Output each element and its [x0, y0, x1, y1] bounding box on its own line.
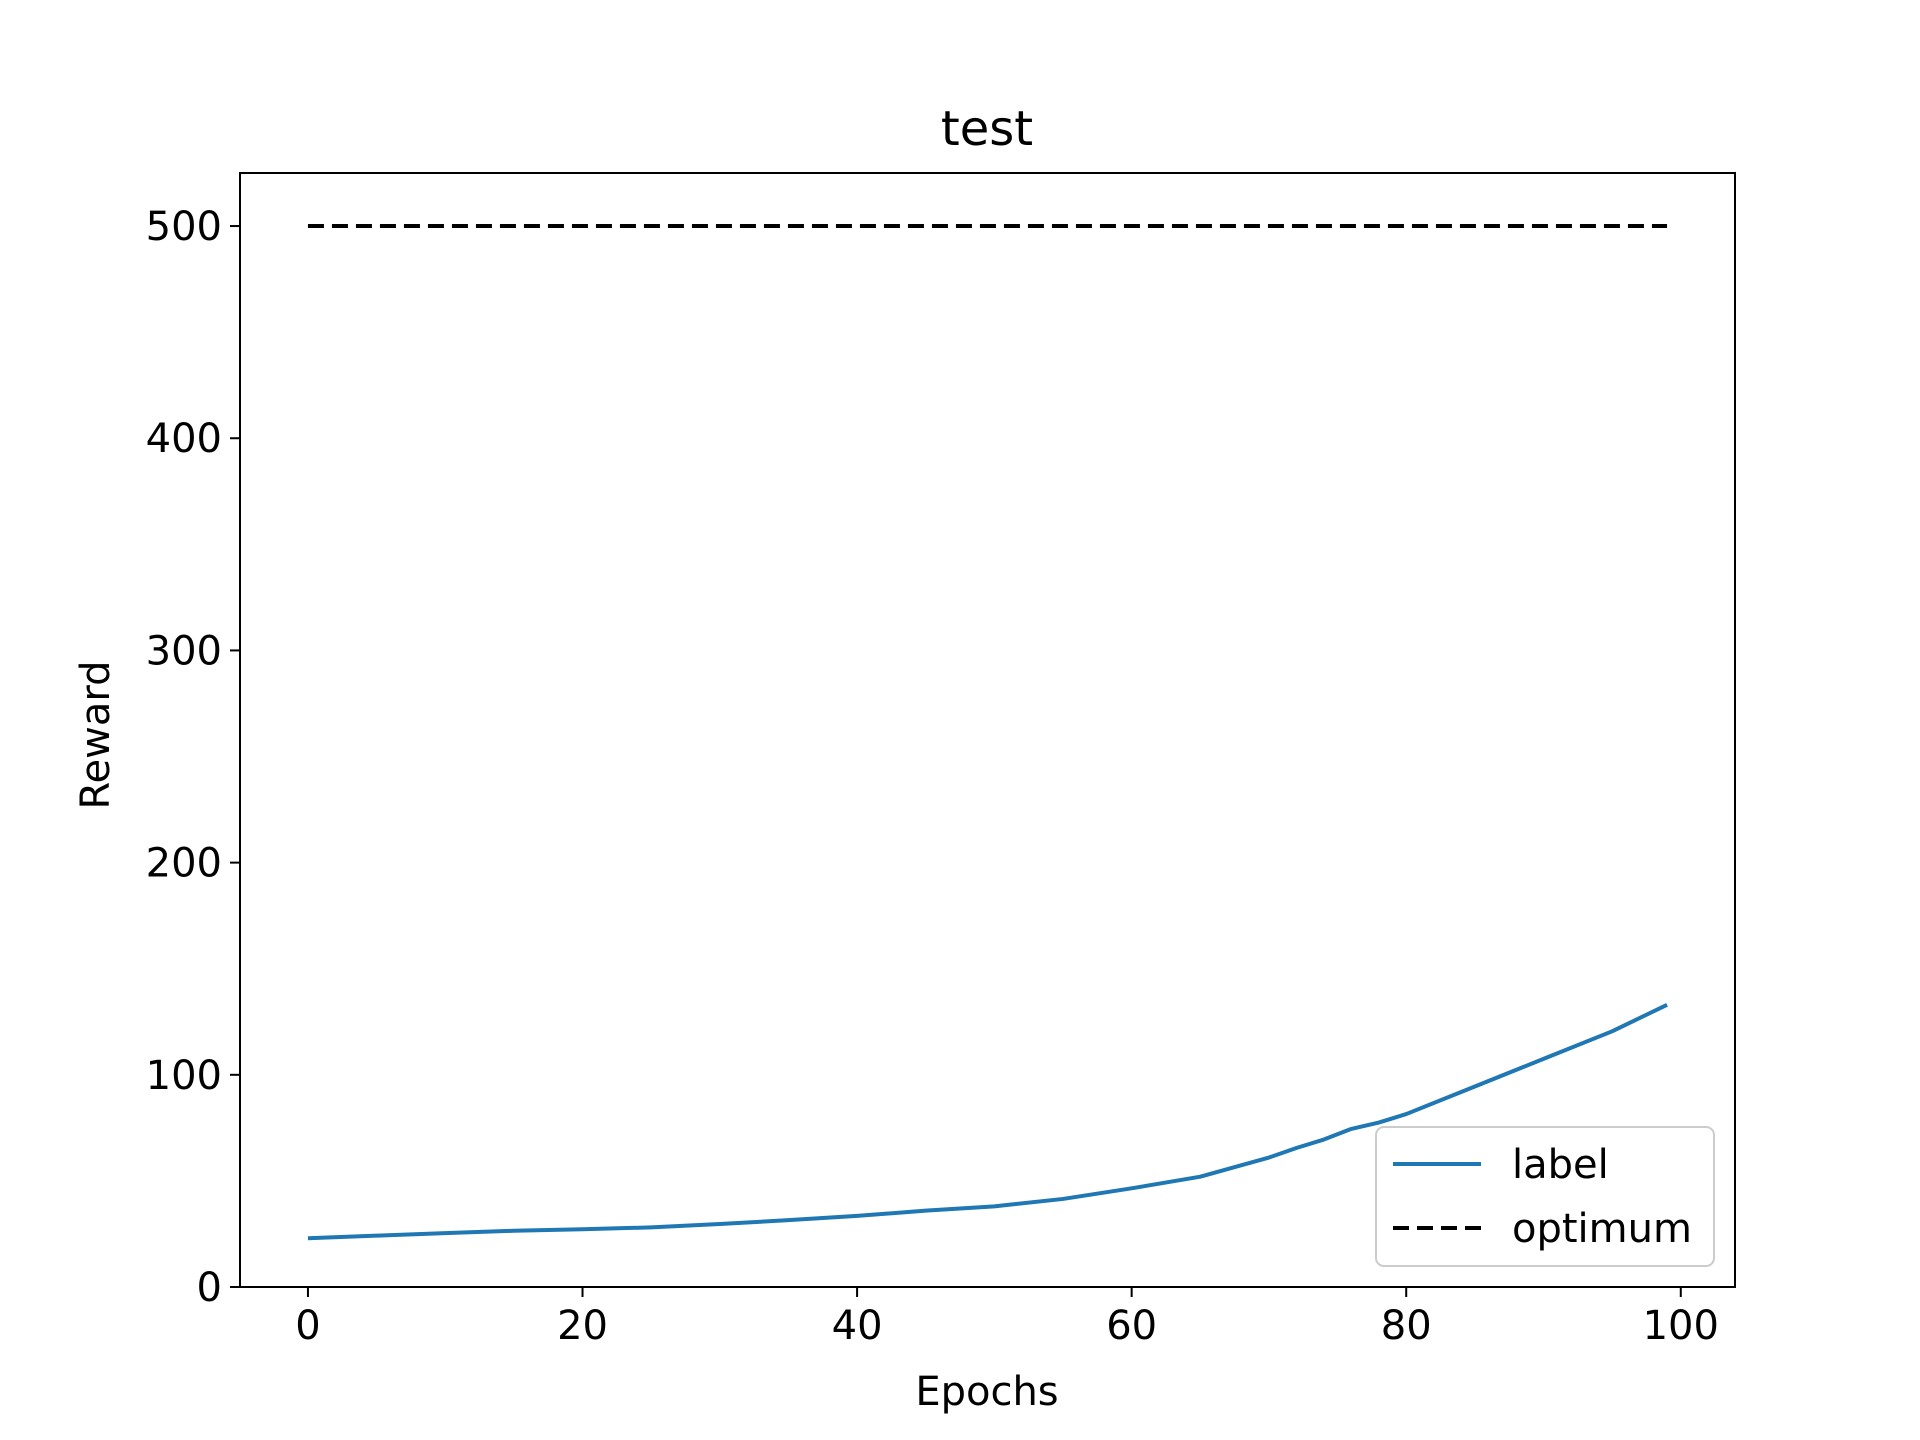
- chart-title: test: [941, 101, 1033, 157]
- x-tick-label: 40: [832, 1303, 883, 1349]
- plot-frame: [239, 172, 1736, 1288]
- legend: label optimum: [1375, 1126, 1715, 1267]
- y-tick-label: 0: [197, 1265, 222, 1311]
- x-axis-title: Epochs: [915, 1369, 1058, 1415]
- x-axis: 0 20 40 60 80 100: [295, 1287, 1719, 1349]
- plot-area: [240, 173, 1735, 1287]
- x-tick-label: 80: [1381, 1303, 1432, 1349]
- legend-optimum-text: optimum: [1512, 1206, 1692, 1252]
- x-tick-label: 0: [295, 1303, 320, 1349]
- legend-label-text: label: [1512, 1142, 1609, 1188]
- legend-box: [1375, 1126, 1715, 1267]
- x-tick-label: 100: [1643, 1303, 1719, 1349]
- y-axis: 0 100 200 300 400 500: [146, 204, 240, 1311]
- y-tick-label: 400: [146, 416, 222, 462]
- y-axis-title: Reward: [73, 661, 119, 810]
- series-line-label: [307, 1002, 1668, 1241]
- y-tick-label: 200: [146, 841, 222, 887]
- y-tick-label: 300: [146, 628, 222, 674]
- y-tick-label: 100: [146, 1053, 222, 1099]
- x-tick-label: 60: [1106, 1303, 1157, 1349]
- x-tick-label: 20: [557, 1303, 608, 1349]
- y-tick-label: 500: [146, 204, 222, 250]
- series-layer: [307, 224, 1668, 1241]
